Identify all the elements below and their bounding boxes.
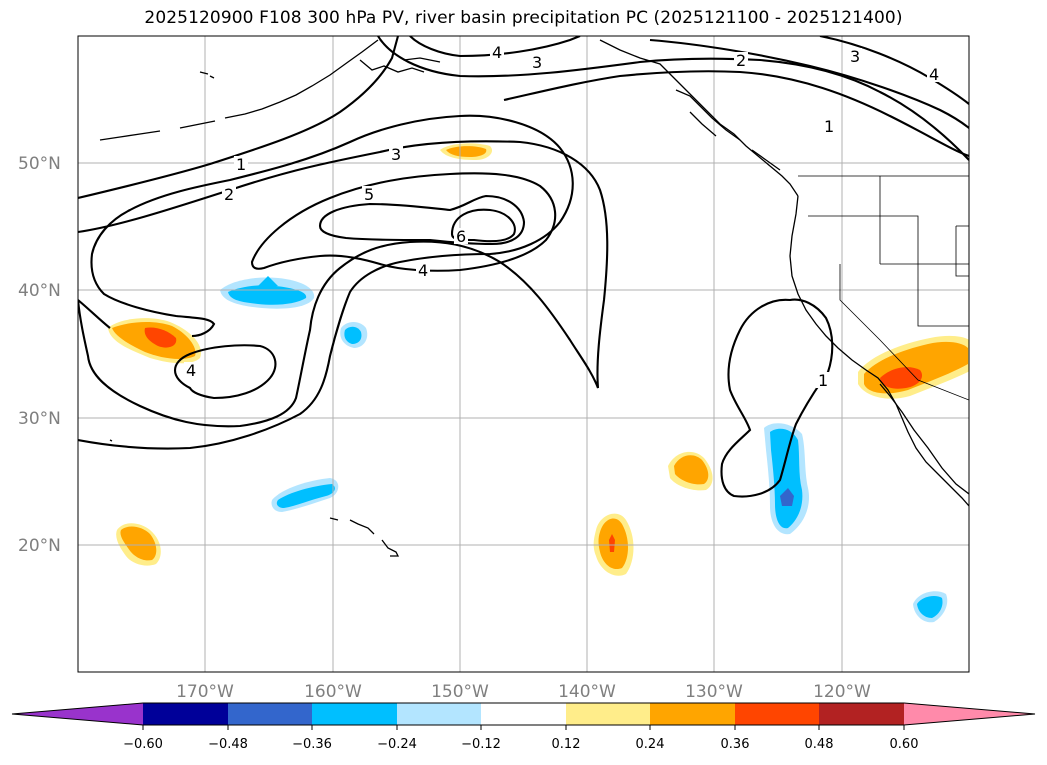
lat-label-20n: 20°N bbox=[18, 536, 61, 556]
contour-labels: 1 2 3 5 6 4 4 4 3 2 1 3 4 1 bbox=[184, 43, 941, 390]
colorbar-segment bbox=[312, 703, 397, 725]
precip-southwest-positive bbox=[116, 523, 161, 566]
lon-label-150w: 150°W bbox=[431, 682, 489, 702]
contour-label-4-mid: 4 bbox=[418, 261, 428, 280]
precip-gulf-positive bbox=[440, 143, 493, 160]
precip-baja-west-negative bbox=[764, 423, 810, 535]
gridlines bbox=[78, 36, 969, 672]
contour-label-1-west: 1 bbox=[236, 155, 246, 174]
colorbar-segment bbox=[819, 703, 904, 725]
lon-label-170w: 170°W bbox=[176, 682, 234, 702]
colorbar: −0.60 −0.48 −0.36 −0.24 −0.12 0.12 0.24 … bbox=[11, 702, 1036, 752]
contour-label-4-west: 4 bbox=[186, 361, 196, 380]
map-title: 2025120900 F108 300 hPa PV, river basin … bbox=[144, 8, 903, 28]
colorbar-label: −0.60 bbox=[123, 737, 163, 752]
lon-label-120w: 120°W bbox=[813, 682, 871, 702]
longitude-labels: 170°W 160°W 150°W 140°W 130°W 120°W bbox=[176, 682, 871, 702]
precip-small-negative bbox=[340, 322, 368, 348]
contour-label-1-cutoff: 1 bbox=[818, 371, 828, 390]
contour-label-3: 3 bbox=[391, 145, 401, 164]
colorbar-label: 0.24 bbox=[636, 737, 665, 752]
colorbar-segment bbox=[650, 703, 735, 725]
contour-label-2-ne: 2 bbox=[736, 51, 746, 70]
precip-baja-south-negative bbox=[913, 591, 948, 623]
colorbar-segment bbox=[735, 703, 819, 725]
contour-label-1-ne: 1 bbox=[824, 117, 834, 136]
colorbar-ticks bbox=[142, 725, 905, 730]
lat-label-40n: 40°N bbox=[18, 281, 61, 301]
contour-label-4-ne: 4 bbox=[929, 65, 939, 84]
colorbar-label: 0.12 bbox=[552, 737, 581, 752]
contour-label-5: 5 bbox=[364, 185, 374, 204]
colorbar-segment bbox=[397, 703, 481, 725]
colorbar-label: 0.48 bbox=[805, 737, 834, 752]
colorbar-segment bbox=[143, 703, 228, 725]
lat-label-50n: 50°N bbox=[18, 154, 61, 174]
contour-label-3-north: 3 bbox=[532, 53, 542, 72]
precip-hawaii-negative bbox=[271, 478, 339, 512]
colorbar-label: 0.36 bbox=[721, 737, 750, 752]
precipitation-anomaly-layer bbox=[108, 143, 969, 623]
contour-label-2-west: 2 bbox=[224, 185, 234, 204]
colorbar-label: 0.60 bbox=[890, 737, 919, 752]
precip-dateline-positive bbox=[108, 318, 201, 364]
colorbar-extend-max bbox=[904, 703, 1035, 725]
contour-label-3-ne: 3 bbox=[850, 47, 860, 66]
lon-label-160w: 160°W bbox=[304, 682, 362, 702]
contour-label-4-north: 4 bbox=[492, 43, 502, 62]
colorbar-segment bbox=[481, 703, 566, 725]
colorbar-label: −0.36 bbox=[292, 737, 332, 752]
lon-label-130w: 130°W bbox=[685, 682, 743, 702]
political-borders bbox=[798, 175, 969, 401]
plot-frame bbox=[77, 35, 970, 673]
lat-label-30n: 30°N bbox=[18, 409, 61, 429]
colorbar-labels: −0.60 −0.48 −0.36 −0.24 −0.12 0.12 0.24 … bbox=[123, 737, 918, 752]
latitude-labels: 20°N 30°N 40°N 50°N bbox=[18, 154, 61, 556]
colorbar-extend-min bbox=[12, 703, 143, 725]
colorbar-label: −0.48 bbox=[208, 737, 248, 752]
colorbar-segment bbox=[228, 703, 312, 725]
contour-label-6: 6 bbox=[456, 227, 466, 246]
precip-small-positive bbox=[668, 451, 713, 491]
precip-southwest-us-positive bbox=[858, 335, 969, 399]
lon-label-140w: 140°W bbox=[558, 682, 616, 702]
colorbar-segment bbox=[566, 703, 650, 725]
colorbar-label: −0.12 bbox=[461, 737, 501, 752]
colorbar-label: −0.24 bbox=[377, 737, 417, 752]
